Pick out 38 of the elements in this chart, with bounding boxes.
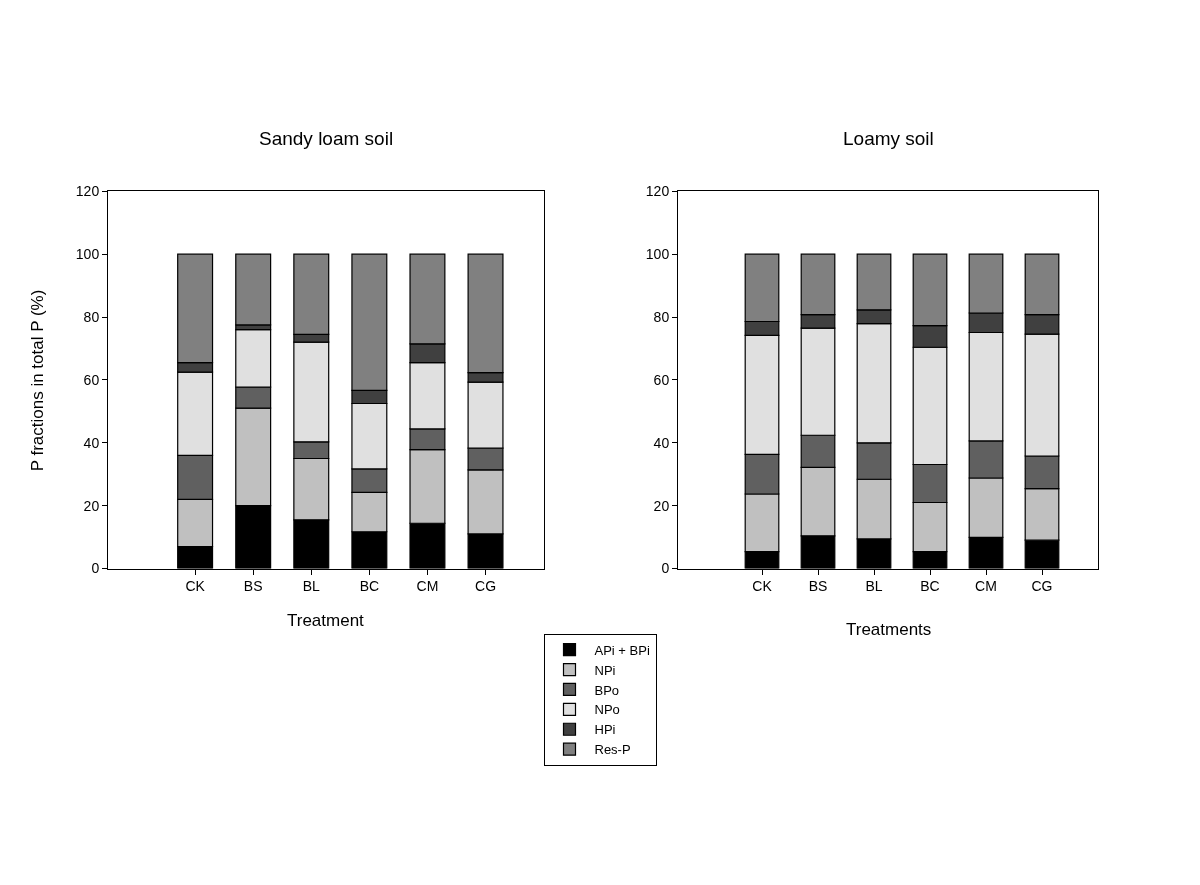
x-tick-label: BS (808, 578, 828, 595)
y-tick-label: 100 (645, 246, 670, 263)
x-tick-label: BL (865, 578, 883, 595)
y-axis-title: P fractions in total P (%) (28, 289, 48, 472)
legend-label: NPo (594, 702, 620, 718)
x-tick-label: CG (1031, 578, 1053, 595)
x-axis-title: Treatment (287, 611, 365, 630)
chart-title: Loamy soil (843, 128, 934, 149)
y-tick-label: 40 (653, 434, 670, 451)
legend-label: BPo (594, 682, 620, 698)
legend-label: APi + BPi (594, 642, 650, 658)
x-tick-label: CG (475, 578, 497, 595)
y-tick-label: 120 (75, 183, 100, 200)
y-tick-label: 0 (91, 560, 100, 577)
y-tick-label: 60 (653, 371, 670, 388)
legend-label: HPi (594, 722, 616, 738)
x-tick-label: BC (920, 578, 940, 595)
y-tick-label: 80 (83, 308, 100, 325)
y-tick-label: 20 (83, 497, 100, 514)
x-tick-label: CK (185, 578, 206, 595)
y-tick-label: 120 (645, 183, 670, 200)
legend-label: NPi (594, 662, 616, 678)
y-tick-label: 40 (83, 434, 100, 451)
chart-title: Sandy loam soil (259, 128, 394, 149)
y-tick-label: 80 (653, 308, 670, 325)
x-tick-label: CM (416, 578, 439, 595)
y-tick-label: 60 (83, 371, 100, 388)
x-tick-label: CM (975, 578, 997, 595)
x-axis-title: Treatments (846, 620, 932, 639)
y-tick-label: 20 (653, 497, 670, 514)
legend-label: Res-P (594, 742, 631, 758)
x-tick-label: BL (302, 578, 321, 595)
x-tick-label: BC (359, 578, 380, 595)
y-tick-label: 100 (75, 246, 100, 263)
y-tick-label: 0 (661, 560, 670, 577)
bar (235, 253, 272, 326)
x-tick-label: CK (752, 578, 773, 595)
x-tick-label: BS (243, 578, 263, 595)
